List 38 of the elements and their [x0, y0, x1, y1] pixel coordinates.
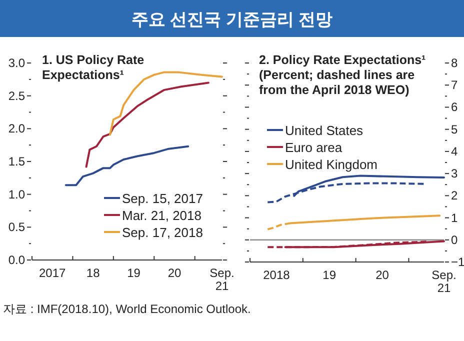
line-series — [64, 145, 190, 186]
x-tick-label: Sep. 21 — [210, 266, 234, 293]
line-series — [85, 82, 210, 168]
legend-label: United Kingdom — [285, 157, 378, 172]
y2-tick-label: 7 — [451, 78, 458, 92]
y-tick-label: 1.5 — [8, 154, 26, 168]
y-tick-label: 2.5 — [8, 88, 26, 103]
x-tick-label: 20 — [376, 268, 390, 282]
text: 주요 선진국 기준금리 전망 — [131, 10, 333, 29]
y2-tick-label: 4 — [451, 144, 458, 158]
legend-label: Mar. 21, 2018 — [122, 208, 202, 223]
y-tick-label: 0.0 — [8, 253, 26, 267]
legend-label: Sep. 17, 2018 — [122, 225, 203, 240]
x-tick-label: 18 — [86, 266, 100, 280]
legend-label: United States — [285, 123, 364, 138]
chart-title: 1. US Policy Rate Expectations¹ — [42, 53, 144, 82]
x-tick-label: 2017 — [39, 266, 66, 280]
y2-tick-label: 8 — [451, 56, 458, 70]
legend-label: Sep. 15, 2017 — [122, 191, 203, 206]
x-tick-label: 19 — [322, 268, 336, 282]
x-tick-label: 19 — [127, 266, 141, 280]
y2-tick-label: 5 — [451, 122, 458, 136]
y2-tick-label: 1 — [451, 210, 458, 225]
y2-tick-label: 0 — [451, 232, 458, 247]
legend-label: Euro area — [285, 140, 343, 155]
y2-tick-label: 6 — [451, 100, 458, 114]
x-tick-label: 2018 — [263, 268, 290, 282]
y2-tick-label: 3 — [451, 166, 458, 181]
y-tick-label: 0.5 — [8, 220, 26, 234]
y-tick-label: 1.0 — [8, 187, 26, 202]
x-tick-label: Sep. 21 — [432, 268, 456, 295]
y2-tick-label: 2 — [451, 188, 458, 203]
x-tick-label: 20 — [168, 266, 182, 280]
text: 자료 : IMF(2018.10), World Economic Outlook. — [3, 302, 251, 316]
y-tick-label: 3.0 — [8, 56, 26, 70]
y-tick-label: 2.0 — [8, 122, 26, 136]
chart-title: 2. Policy Rate Expectations¹ (Percent; dashed lines are from the April 2018 WEO) — [259, 53, 426, 97]
y2-tick-label: −1 — [451, 255, 464, 269]
